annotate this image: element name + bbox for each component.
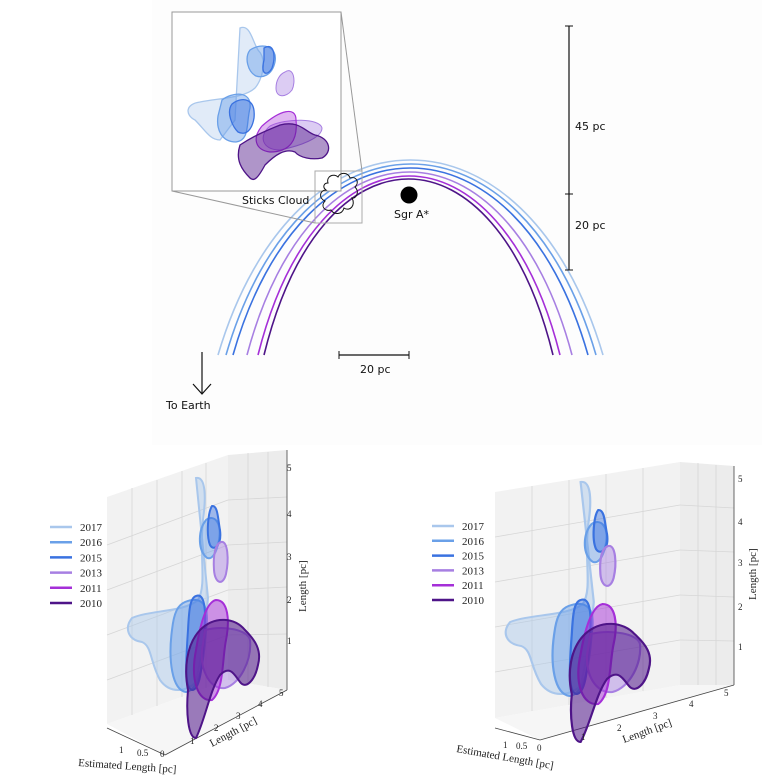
y-axis-label: Estimated Length [pc] [78, 757, 177, 776]
cloud-icon [320, 172, 358, 214]
legend: 2017 2016 2015 2013 2011 2010 [432, 521, 485, 607]
horizontal-scale-bar [338, 351, 410, 359]
y-tick-label: 0.5 [516, 741, 528, 751]
scale-label-45pc: 45 pc [575, 120, 606, 133]
z-tick-label: 4 [287, 509, 292, 519]
x-tick-label: 1 [581, 732, 586, 742]
y-tick-label: 0 [537, 743, 542, 753]
x-tick-label: 5 [279, 688, 284, 698]
z-tick-label: 3 [287, 552, 292, 562]
sgr-a-star-label: Sgr A* [394, 208, 430, 221]
z-tick-label: 5 [738, 474, 743, 484]
orbit-diagram: Sticks Cloud Sgr A* 45 pc 20 pc 20 pc To… [165, 11, 606, 412]
orbit-arcs [217, 159, 604, 356]
legend-label: 2011 [462, 580, 484, 592]
z-tick-label: 4 [738, 517, 743, 527]
x-tick-label: 5 [724, 688, 729, 698]
z-tick-label: 1 [287, 636, 292, 646]
cloud-highlight-box [314, 170, 363, 224]
to-earth-label: To Earth [165, 399, 211, 412]
x-tick-label: 4 [689, 699, 694, 709]
y-tick-label: 1 [503, 740, 508, 750]
orbit-arc-2016 [225, 163, 597, 356]
legend-label: 2011 [80, 583, 102, 595]
z-tick-label: 2 [738, 602, 743, 612]
x-axis-label: Length [pc] [621, 717, 674, 746]
z-tick-label: 1 [738, 642, 743, 652]
z-axis-label: Length [pc] [297, 560, 309, 612]
orbit-arc-2013 [246, 171, 573, 356]
x-tick-label: 4 [258, 699, 263, 709]
scale-label-20pc-vertical: 20 pc [575, 219, 606, 232]
scale-label-20pc-horizontal: 20 pc [360, 363, 391, 376]
legend-label: 2010 [462, 595, 485, 607]
x-tick-label: 3 [236, 711, 241, 721]
legend-label: 2016 [80, 537, 103, 549]
sgr-a-star-marker [400, 186, 418, 204]
x-tick-label: 3 [653, 711, 658, 721]
orbit-arc-2010 [263, 178, 554, 356]
legend-label: 2010 [80, 598, 103, 610]
3d-plot-left: 2017 2016 2015 2013 2011 2010 5 4 3 2 1 1 2 3 4 5 1 0.5 0… [50, 450, 309, 776]
z-tick-label: 5 [287, 463, 292, 473]
x-tick-label: 1 [190, 736, 195, 746]
plot-panes [494, 462, 735, 741]
vertical-scale-bar [565, 25, 573, 271]
3d-plot-right: 2017 2016 2015 2013 2011 2010 5 4 3 2 1 1 2 3 4 5 1 0.5 0… [432, 462, 759, 772]
orbit-arc-2011 [257, 175, 561, 356]
legend-label: 2017 [462, 521, 485, 533]
inset-connector [340, 11, 363, 172]
legend: 2017 2016 2015 2013 2011 2010 [50, 522, 103, 610]
legend-label: 2015 [462, 551, 485, 563]
orbit-arc-2015 [232, 167, 589, 356]
arrow-down-icon [192, 352, 212, 395]
x-tick-label: 2 [617, 723, 622, 733]
x-tick-label: 2 [214, 723, 219, 733]
legend-label: 2013 [80, 568, 103, 580]
y-tick-label: 0.5 [137, 748, 149, 758]
legend-label: 2015 [80, 552, 103, 564]
inset-connector [171, 190, 316, 224]
orbit-arc-2017 [217, 159, 604, 356]
z-axis-label: Length [pc] [747, 548, 759, 600]
y-tick-label: 1 [119, 745, 124, 755]
legend-label: 2017 [80, 522, 103, 534]
inset-label: Sticks Cloud [242, 194, 309, 207]
y-tick-label: 0 [160, 749, 165, 759]
legend-label: 2016 [462, 536, 485, 548]
legend-label: 2013 [462, 565, 485, 577]
z-tick-label: 3 [738, 558, 743, 568]
z-tick-label: 2 [287, 595, 292, 605]
